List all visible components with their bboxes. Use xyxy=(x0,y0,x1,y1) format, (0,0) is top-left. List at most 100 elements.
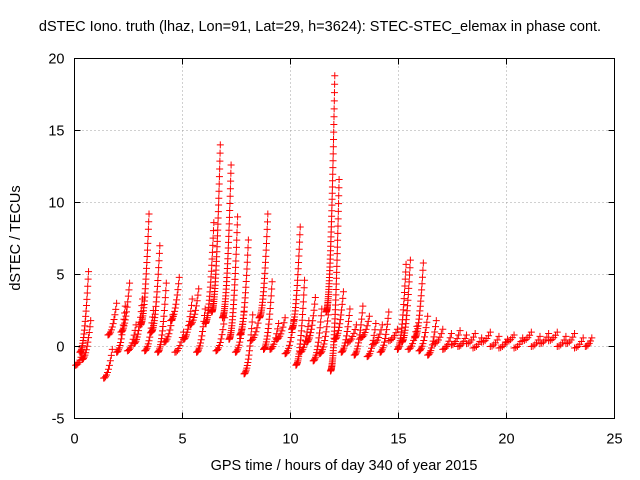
data-point xyxy=(332,274,340,282)
data-point xyxy=(244,251,252,259)
data-point xyxy=(215,342,223,350)
data-point xyxy=(181,334,189,342)
data-point xyxy=(334,327,342,335)
data-point xyxy=(365,312,373,320)
x-tick-label: 20 xyxy=(498,432,514,448)
data-point xyxy=(409,340,417,348)
data-point xyxy=(263,233,271,241)
data-point xyxy=(165,330,173,338)
data-point xyxy=(108,323,116,331)
x-tick-label: 15 xyxy=(390,432,406,448)
data-point xyxy=(355,339,363,347)
data-point xyxy=(380,341,388,349)
data-point xyxy=(359,333,367,341)
data-point xyxy=(208,255,216,263)
data-point xyxy=(175,280,183,288)
data-point xyxy=(235,341,243,349)
data-point xyxy=(372,319,380,327)
data-point xyxy=(232,243,240,251)
data-point xyxy=(436,333,444,341)
data-point xyxy=(277,330,285,338)
data-point xyxy=(124,298,132,306)
data-point xyxy=(455,331,463,339)
data-point xyxy=(83,295,91,303)
data-point xyxy=(161,300,169,308)
data-point xyxy=(333,250,341,258)
data-point xyxy=(322,328,330,336)
data-point xyxy=(210,219,218,227)
data-point xyxy=(300,284,308,292)
data-point xyxy=(421,329,429,337)
data-point xyxy=(124,292,132,300)
data-point xyxy=(208,261,216,269)
data-point xyxy=(218,331,226,339)
data-point xyxy=(195,346,203,354)
data-point xyxy=(569,333,577,341)
data-point xyxy=(401,282,409,290)
data-point xyxy=(194,347,202,355)
data-point xyxy=(233,221,241,229)
data-point xyxy=(471,344,479,352)
data-point xyxy=(102,373,110,381)
data-point xyxy=(287,333,295,341)
data-point xyxy=(439,325,447,333)
data-point xyxy=(391,332,399,340)
data-point xyxy=(243,265,251,273)
data-point xyxy=(323,323,331,331)
data-point xyxy=(432,323,440,331)
data-point xyxy=(82,346,90,354)
data-point xyxy=(331,72,339,80)
data-point xyxy=(378,321,386,329)
data-point xyxy=(106,357,114,365)
data-point xyxy=(321,332,329,340)
data-point xyxy=(236,338,244,346)
data-point xyxy=(424,312,432,320)
data-point xyxy=(219,326,227,334)
data-point xyxy=(431,328,439,336)
data-point xyxy=(82,349,90,357)
data-point xyxy=(571,330,579,338)
data-point xyxy=(335,192,343,200)
data-point xyxy=(316,329,324,337)
data-point xyxy=(328,195,336,203)
data-point xyxy=(175,345,183,353)
data-point xyxy=(226,207,234,215)
data-point xyxy=(266,304,274,312)
data-point xyxy=(133,333,141,341)
data-point xyxy=(231,269,239,277)
data-point xyxy=(527,328,535,336)
data-point xyxy=(143,252,151,260)
data-point xyxy=(214,214,222,222)
plot-frame xyxy=(74,58,615,419)
data-point xyxy=(375,334,383,342)
y-tick-label: -5 xyxy=(52,412,65,428)
data-point xyxy=(225,232,233,240)
data-point xyxy=(107,351,115,359)
data-point xyxy=(117,338,125,346)
data-point xyxy=(382,330,390,338)
data-point xyxy=(249,311,257,319)
data-point xyxy=(309,317,317,325)
data-point xyxy=(495,332,503,340)
data-point xyxy=(134,330,142,338)
data-point xyxy=(296,231,304,239)
data-point xyxy=(161,294,169,302)
x-axis-label: GPS time / hours of day 340 of year 2015 xyxy=(211,458,478,474)
data-point xyxy=(283,348,291,356)
data-point xyxy=(216,149,224,157)
data-point xyxy=(345,311,353,319)
data-point xyxy=(378,347,386,355)
data-point xyxy=(333,268,341,276)
data-point xyxy=(317,312,325,320)
data-point xyxy=(555,342,563,350)
data-point xyxy=(329,150,337,158)
data-point xyxy=(349,333,357,341)
data-point xyxy=(253,324,261,332)
data-point xyxy=(331,80,339,88)
data-point xyxy=(337,311,345,319)
x-tick-label: 0 xyxy=(70,432,78,448)
data-point xyxy=(339,294,347,302)
data-point xyxy=(183,328,191,336)
data-point xyxy=(330,113,338,121)
